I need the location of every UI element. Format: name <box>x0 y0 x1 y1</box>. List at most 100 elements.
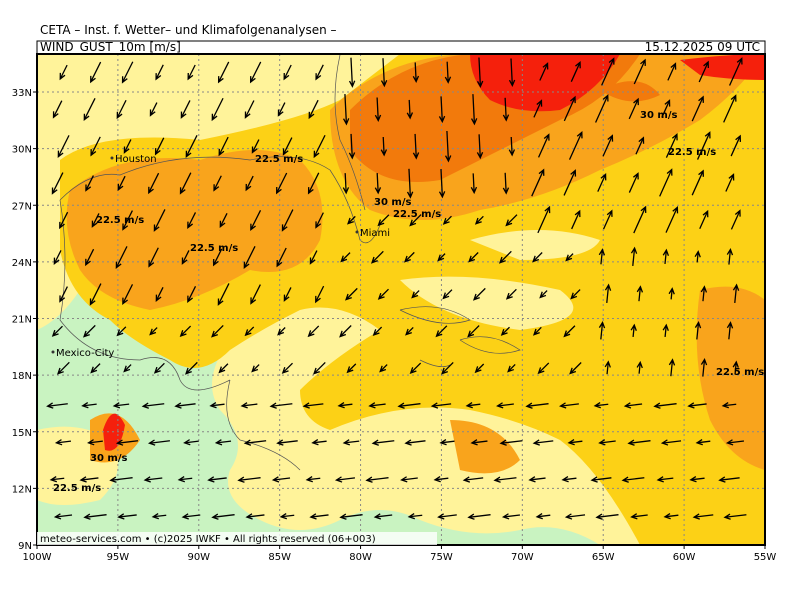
place-label: Miami <box>360 228 390 239</box>
wind-arrow <box>311 439 327 446</box>
wind-arrow <box>83 324 96 338</box>
wind-arrow <box>217 61 230 84</box>
wind-arrow <box>691 169 704 196</box>
wind-arrow <box>339 513 363 520</box>
wind-arrow <box>698 60 709 83</box>
wind-arrow <box>598 321 606 340</box>
wind-arrow <box>380 136 388 157</box>
wind-arrow <box>694 321 702 340</box>
wind-arrow <box>250 210 262 232</box>
wind-arrow <box>593 402 609 409</box>
wind-arrow <box>723 94 737 123</box>
wind-arrow <box>633 58 646 85</box>
wind-arrow <box>305 476 321 483</box>
place-dot <box>355 230 359 234</box>
wind-arrow <box>409 362 422 375</box>
wind-arrow <box>628 97 639 120</box>
wind-arrow <box>507 364 516 373</box>
wind-arrow <box>281 209 294 232</box>
wind-arrow <box>687 402 707 409</box>
wind-arrow <box>122 284 134 305</box>
wind-arrow <box>598 439 616 446</box>
wind-arrow <box>595 94 609 123</box>
wind-arrow <box>276 439 298 446</box>
wind-arrow <box>508 136 516 157</box>
wind-arrow <box>537 362 550 375</box>
wind-arrow <box>665 132 678 158</box>
wind-arrow <box>700 357 708 377</box>
wind-arrow <box>604 360 611 375</box>
wind-arrow <box>187 212 197 229</box>
wind-arrow <box>404 439 426 446</box>
lat-label: 18N <box>12 371 32 382</box>
wind-arrow <box>568 131 583 160</box>
wind-arrow <box>438 96 446 124</box>
wind-arrow <box>442 215 452 225</box>
wind-arrow <box>149 102 158 117</box>
lon-label: 95W <box>107 552 130 563</box>
wind-arrow <box>379 364 388 373</box>
wind-arrow <box>691 95 704 122</box>
wind-arrow <box>52 100 63 119</box>
lat-label: 21N <box>12 315 32 326</box>
wind-arrow <box>89 283 102 306</box>
wind-arrow <box>437 513 457 520</box>
lat-label: 30N <box>12 145 32 156</box>
contour-label: 22.5 m/s <box>393 209 441 220</box>
wind-arrow <box>467 325 480 338</box>
place-label: Mexico-City <box>56 348 114 359</box>
wind-arrow <box>597 173 607 192</box>
lat-label: 9N <box>18 541 32 552</box>
wind-arrow <box>91 213 100 228</box>
wind-arrow <box>474 363 485 374</box>
wind-arrow <box>313 361 326 375</box>
wind-arrow <box>83 513 107 520</box>
wind-arrow <box>116 326 127 337</box>
header-title: CETA – Inst. f. Wetter– und Klimafolgena… <box>40 23 337 37</box>
lat-label: 33N <box>12 88 32 99</box>
wind-arrow <box>662 323 669 337</box>
wind-arrow <box>315 285 325 304</box>
wind-arrow <box>462 476 484 483</box>
wind-arrow <box>271 476 291 483</box>
wind-arrow <box>211 513 235 520</box>
wind-arrow <box>276 247 287 268</box>
wind-arrow <box>695 439 711 446</box>
wind-arrow <box>444 130 452 163</box>
wind-arrow <box>633 205 647 234</box>
wind-arrow <box>243 246 256 270</box>
place-dot <box>110 156 114 160</box>
contour-label: 22.5 m/s <box>96 215 144 226</box>
wind-arrow <box>723 513 747 520</box>
wind-arrow <box>147 439 170 446</box>
wind-arrow <box>532 252 543 263</box>
wind-arrow <box>237 476 261 483</box>
wind-arrow <box>439 439 455 446</box>
graticule <box>37 54 765 545</box>
wind-arrow <box>665 206 679 233</box>
wind-arrow <box>537 133 550 158</box>
wind-arrow <box>653 402 677 409</box>
wind-arrow <box>636 360 643 374</box>
wind-arrow <box>412 62 420 84</box>
wind-arrow <box>406 168 414 199</box>
wind-arrow <box>121 61 134 84</box>
wind-arrow <box>53 250 62 265</box>
wind-arrow <box>438 169 446 199</box>
place-label: Houston <box>115 154 157 165</box>
wind-arrow <box>277 327 286 336</box>
wind-arrow <box>604 283 612 304</box>
wind-arrow <box>502 172 510 195</box>
wind-arrow <box>430 402 452 409</box>
wind-arrow <box>211 97 224 122</box>
coastlines <box>59 54 521 471</box>
wind-arrow <box>141 402 165 409</box>
wind-arrow <box>187 286 197 303</box>
wind-arrow <box>730 209 741 230</box>
wind-arrow <box>732 360 739 375</box>
contour-label: 22.5 m/s <box>190 243 238 254</box>
wind-arrow <box>370 250 384 264</box>
wind-arrow <box>570 60 581 82</box>
wind-arrow <box>282 137 293 156</box>
wind-arrow <box>51 325 63 337</box>
